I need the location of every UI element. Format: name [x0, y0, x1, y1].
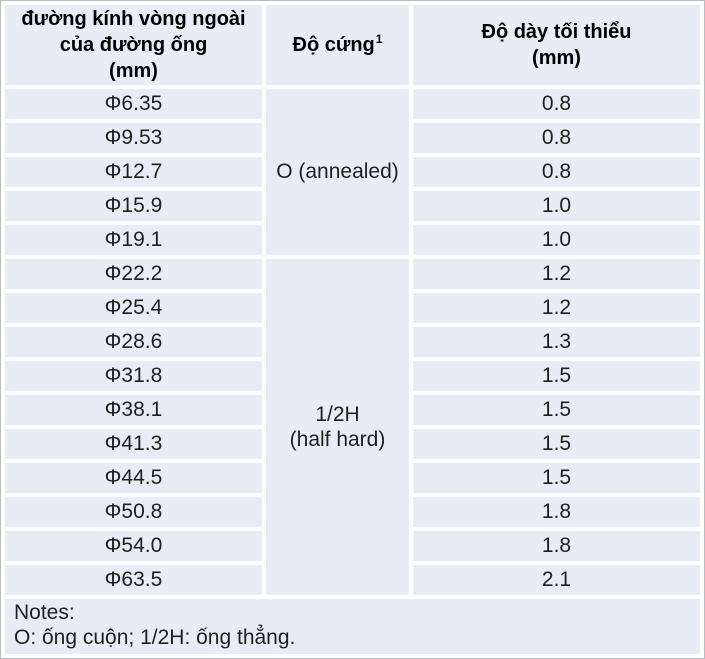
diameter-cell: Φ15.9	[5, 191, 262, 221]
thickness-cell: 1.8	[413, 497, 700, 527]
header-hardness-label: Độ cứng	[292, 34, 375, 56]
thickness-cell: 2.1	[413, 565, 700, 595]
header-outer-diameter: đường kính vòng ngoài của đường ống (mm)	[5, 5, 262, 85]
spec-table: đường kính vòng ngoài của đường ống (mm)…	[5, 5, 700, 654]
diameter-cell: Φ38.1	[5, 395, 262, 425]
thickness-cell: 1.5	[413, 429, 700, 459]
thickness-cell: 0.8	[413, 123, 700, 153]
thickness-cell: 1.2	[413, 293, 700, 323]
thickness-cell: 1.3	[413, 327, 700, 357]
diameter-cell: Φ63.5	[5, 565, 262, 595]
header-min-thickness: Độ dày tối thiểu (mm)	[413, 5, 700, 85]
hardness-group-half-hard: 1/2H (half hard)	[266, 259, 409, 595]
diameter-cell: Φ9.53	[5, 123, 262, 153]
thickness-cell: 1.5	[413, 361, 700, 391]
diameter-cell: Φ41.3	[5, 429, 262, 459]
thickness-cell: 1.5	[413, 395, 700, 425]
hardness-group-annealed: O (annealed)	[266, 89, 409, 255]
diameter-cell: Φ28.6	[5, 327, 262, 357]
thickness-cell: 1.0	[413, 191, 700, 221]
thickness-cell: 1.5	[413, 463, 700, 493]
diameter-cell: Φ31.8	[5, 361, 262, 391]
diameter-cell: Φ25.4	[5, 293, 262, 323]
diameter-cell: Φ19.1	[5, 225, 262, 255]
notes-body: O: ống cuộn; 1/2H: ống thẳng.	[14, 625, 296, 649]
diameter-cell: Φ12.7	[5, 157, 262, 187]
footnote-marker: 1	[375, 32, 383, 47]
notes-block: Notes: O: ống cuộn; 1/2H: ống thẳng.	[5, 599, 700, 654]
diameter-cell: Φ22.2	[5, 259, 262, 289]
diameter-cell: Φ44.5	[5, 463, 262, 493]
thickness-cell: 1.2	[413, 259, 700, 289]
diameter-cell: Φ50.8	[5, 497, 262, 527]
thickness-cell: 1.8	[413, 531, 700, 561]
header-hardness: Độ cứng1	[266, 5, 409, 85]
notes-title: Notes:	[14, 601, 75, 624]
thickness-cell: 0.8	[413, 89, 700, 119]
thickness-cell: 1.0	[413, 225, 700, 255]
thickness-cell: 0.8	[413, 157, 700, 187]
diameter-cell: Φ6.35	[5, 89, 262, 119]
diameter-cell: Φ54.0	[5, 531, 262, 561]
